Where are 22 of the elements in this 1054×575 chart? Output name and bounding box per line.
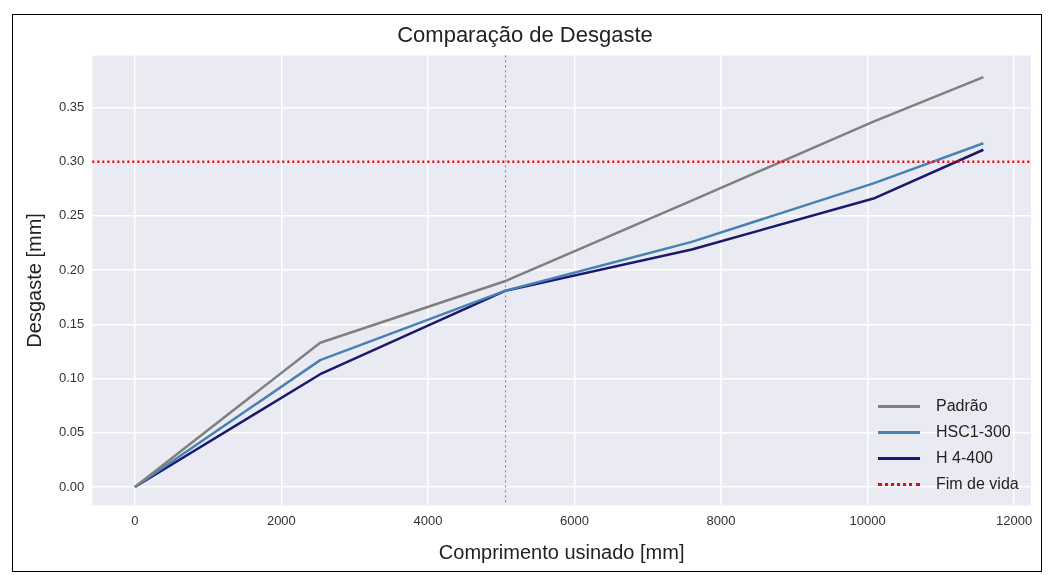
legend-label: Padrão xyxy=(936,396,988,417)
y-tick-label: 0.00 xyxy=(58,478,85,494)
y-tick-label: 0.25 xyxy=(58,207,85,223)
y-tick-label: 0.05 xyxy=(58,424,85,440)
x-tick-label: 12000 xyxy=(996,512,1033,528)
x-axis-title: Comprimento usinado [mm] xyxy=(438,540,685,563)
x-tick-label: 8000 xyxy=(706,512,736,528)
chart-title: Comparação de Desgaste xyxy=(397,22,653,48)
x-tick-label: 0 xyxy=(131,512,139,528)
y-tick-label: 0.35 xyxy=(58,99,85,115)
legend-label: H 4-400 xyxy=(936,448,993,469)
x-tick-label: 4000 xyxy=(413,512,443,528)
y-tick-label: 0.10 xyxy=(58,370,85,386)
y-tick-label: 0.15 xyxy=(58,315,85,331)
y-tick-label: 0.20 xyxy=(58,261,85,277)
x-tick-label: 6000 xyxy=(560,512,589,528)
y-tick-label: 0.30 xyxy=(58,153,85,169)
x-tick-label: 10000 xyxy=(849,512,886,528)
x-tick-label: 2000 xyxy=(266,512,296,528)
y-axis-title: Desgaste [mm] xyxy=(22,213,45,348)
legend-label: HSC1-300 xyxy=(936,422,1011,443)
legend-label: Fim de vida xyxy=(936,474,1019,495)
